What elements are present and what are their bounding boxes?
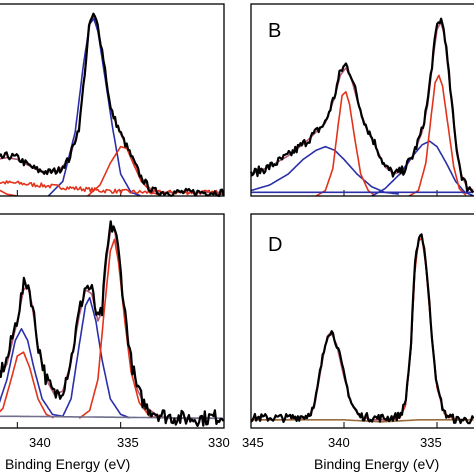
panel-b-component-curve-5 xyxy=(408,74,467,197)
panel-b-label: B xyxy=(268,20,281,42)
panel-c-frame xyxy=(0,213,225,429)
panel-b-frame xyxy=(250,3,474,197)
panel-d-label: D xyxy=(268,234,282,256)
panel-a xyxy=(0,3,225,198)
panel-d-x-tick-labels: 345 340 335 xyxy=(242,435,442,450)
panel-d-component-curve-2 xyxy=(381,237,474,423)
panel-d-tick-label-340: 340 xyxy=(328,435,350,450)
panel-c-envelope-curve-1 xyxy=(0,228,223,420)
panel-c-raw-curve-0 xyxy=(0,220,225,427)
panel-a-component-curve-3 xyxy=(0,189,17,197)
panel-c-plot-area xyxy=(0,220,225,428)
panel-b-plot-area xyxy=(249,17,474,197)
panel-b-component-curve-4 xyxy=(371,140,474,197)
panel-b-envelope-curve-1 xyxy=(250,21,474,191)
panel-d-raw-curve-0 xyxy=(250,233,474,425)
panel-b-component-curve-3 xyxy=(315,91,376,197)
panel-c-x-axis-label: Binding Energy (eV) xyxy=(5,456,130,472)
panel-a-component-curve-4 xyxy=(47,17,141,197)
panel-b-raw-curve-0 xyxy=(249,17,474,194)
panel-d-tick-label-335: 335 xyxy=(420,435,442,450)
panel-d-plot-area xyxy=(250,233,474,428)
panel-c xyxy=(0,213,225,429)
panel-c-tick-label-330: 330 xyxy=(208,435,230,450)
panel-a-plot-area xyxy=(0,12,225,198)
panel-c-x-tick-labels: 340 335 330 xyxy=(29,435,230,450)
panel-c-component-curve-4 xyxy=(0,351,54,419)
panel-d-x-axis-label: Binding Energy (eV) xyxy=(314,456,439,472)
panel-d-frame xyxy=(250,213,474,429)
panel-b: B xyxy=(249,3,474,197)
panel-d: D xyxy=(250,213,474,429)
panel-d-tick-label-345: 345 xyxy=(242,435,264,450)
panel-c-component-curve-5 xyxy=(0,296,131,419)
panel-c-tick-label-340: 340 xyxy=(29,435,51,450)
panel-c-tick-label-335: 335 xyxy=(117,435,139,450)
panel-a-background-curve-6 xyxy=(0,180,224,196)
panel-b-component-curve-2 xyxy=(250,145,400,195)
panel-a-frame xyxy=(0,3,225,197)
